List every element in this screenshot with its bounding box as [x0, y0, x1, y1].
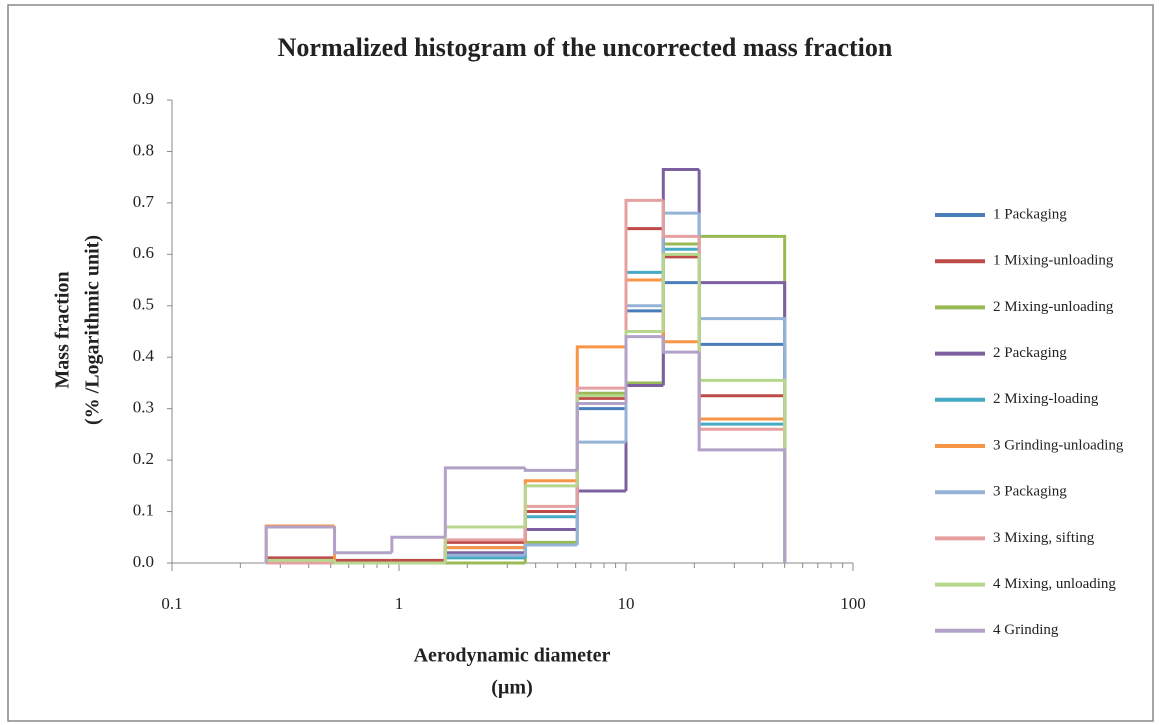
x-axis-title: Aerodynamic diameter	[414, 645, 611, 667]
histogram-step	[523, 543, 578, 556]
y-axis-title: (% /Logarithmic unit)	[82, 235, 104, 425]
legend-label: 2 Mixing-loading	[993, 391, 1099, 407]
histogram-step	[661, 336, 700, 354]
legend-label: 2 Packaging	[993, 345, 1067, 361]
histogram-step	[443, 466, 526, 538]
x-tick-label: 1	[395, 594, 404, 613]
chart-title: Normalized histogram of the uncorrected …	[278, 33, 893, 62]
histogram-step	[661, 252, 700, 332]
x-axis-title: (µm)	[491, 677, 533, 699]
x-tick-label: 100	[840, 594, 866, 613]
y-tick-label: 0.8	[133, 140, 154, 159]
y-tick-label: 0.3	[133, 398, 154, 417]
histogram-step	[333, 560, 392, 565]
y-tick-label: 0.5	[133, 295, 154, 314]
y-tick-label: 0.1	[133, 500, 154, 519]
legend-label: 1 Packaging	[993, 206, 1067, 222]
legend-label: 3 Grinding-unloading	[993, 437, 1124, 453]
histogram-step	[390, 535, 446, 553]
histogram-step	[264, 525, 335, 563]
legend-label: 1 Mixing-unloading	[993, 253, 1114, 269]
y-tick-label: 0.2	[133, 449, 154, 468]
legend-label: 2 Mixing-unloading	[993, 299, 1114, 315]
x-tick-label: 0.1	[161, 594, 182, 613]
y-axis-title: Mass fraction	[52, 271, 74, 388]
legend-label: 4 Grinding	[993, 622, 1059, 638]
histogram-step	[575, 402, 626, 471]
histogram-step	[624, 335, 664, 404]
histogram-step	[523, 484, 578, 527]
y-tick-label: 0.7	[133, 192, 155, 211]
chart-border	[7, 4, 1154, 722]
y-tick-label: 0.9	[133, 89, 154, 108]
x-tick-label: 10	[618, 594, 635, 613]
legend-label: 3 Packaging	[993, 484, 1067, 500]
histogram-step	[661, 200, 700, 238]
histogram-step	[523, 467, 578, 472]
histogram-step	[624, 198, 664, 389]
y-tick-label: 0.6	[133, 243, 154, 262]
legend-label: 4 Mixing, unloading	[993, 576, 1116, 592]
y-tick-label: 0.4	[133, 346, 155, 365]
histogram-step	[333, 526, 392, 555]
y-tick-label: 0.0	[133, 552, 154, 571]
histogram-step	[697, 352, 787, 563]
legend-label: 3 Mixing, sifting	[993, 530, 1095, 546]
